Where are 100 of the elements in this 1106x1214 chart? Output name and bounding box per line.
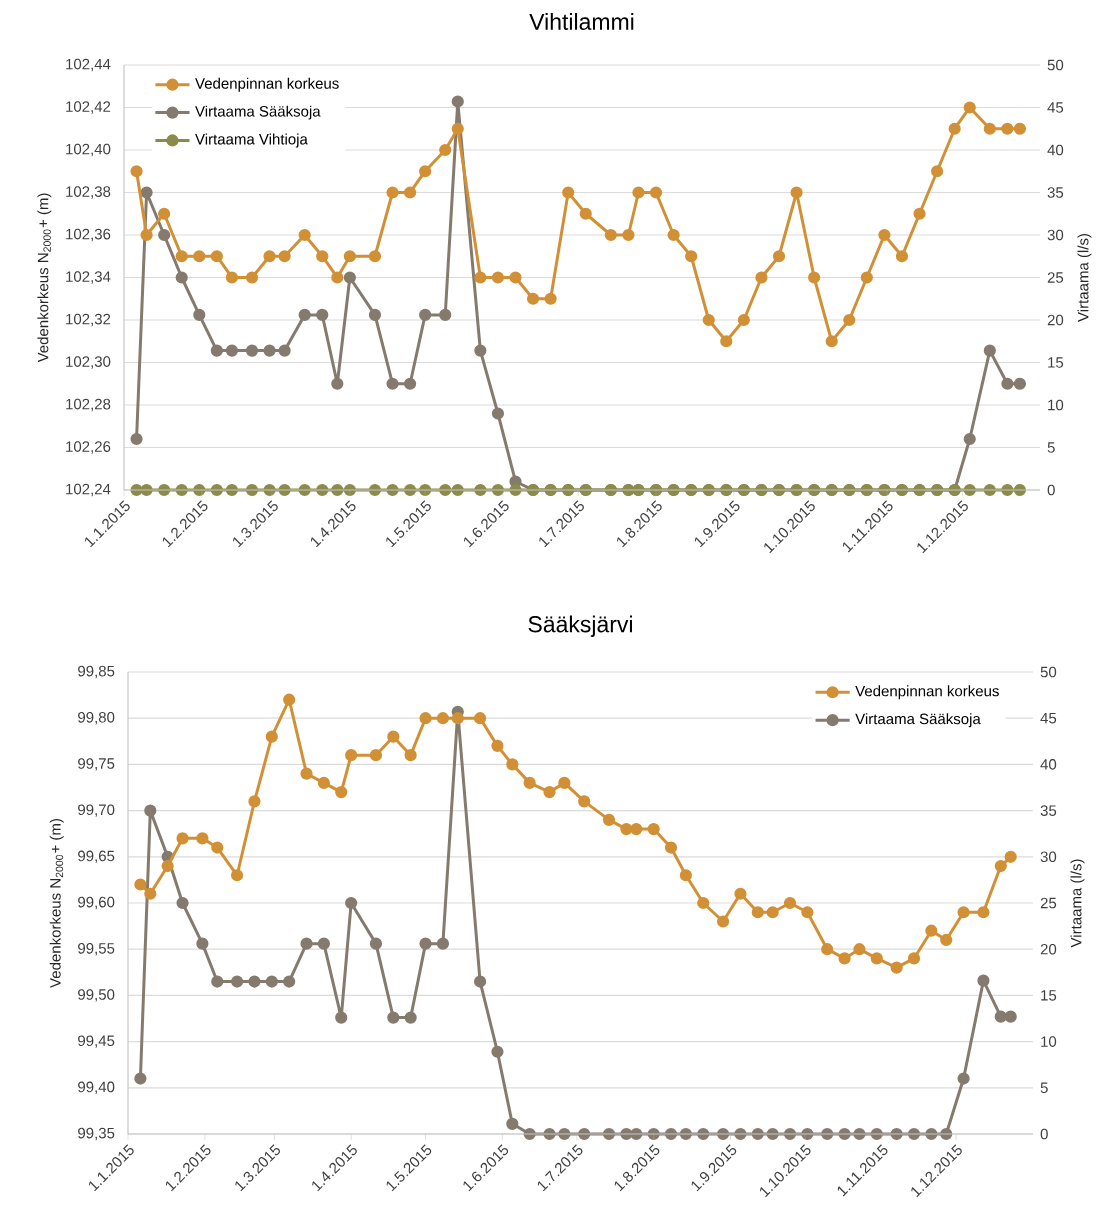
point [211,975,224,988]
y-tick-label: 99,75 [78,758,115,771]
point [1001,377,1014,390]
point [140,228,153,242]
chart-title: Sääksjärvi [528,615,632,637]
y2-tick-label: 0 [1040,1128,1048,1140]
point [345,749,358,762]
point [957,1072,970,1085]
point [343,271,356,284]
point [158,207,171,220]
point [368,308,382,321]
point [604,228,617,242]
point [630,822,643,836]
point [716,915,730,928]
y-axis-title: Vedenkorkeus N$_{2000}$+ (m) [37,193,52,363]
point [940,933,953,947]
point [801,906,814,919]
point [298,228,311,242]
point [562,186,575,199]
y-tick-label: 102,40 [66,143,111,157]
point [130,165,143,178]
point [1013,377,1027,390]
point [144,804,157,817]
y2-axis-title: Virtaama (l/s) [1070,859,1085,948]
y-tick-label: 99,50 [78,989,115,1002]
point [436,712,449,725]
point [419,308,432,321]
point [983,122,996,135]
y-tick-label: 102,28 [66,398,111,412]
point [300,767,313,780]
point [579,207,592,220]
point [211,841,224,854]
point [526,292,540,305]
point [491,739,504,753]
point [751,906,764,919]
point [387,1011,400,1024]
point [825,335,838,348]
point [210,344,223,357]
point [225,271,239,284]
y2-tick-label: 20 [1040,943,1057,955]
y2-tick-label: 25 [1040,897,1057,909]
point [436,937,449,950]
point [649,186,663,199]
legend-label: Vedenpinnan korkeus [855,685,999,700]
point [248,795,261,808]
point [737,313,750,327]
point [158,228,171,242]
point [161,859,174,873]
point [491,1045,504,1058]
y-tick-label: 102,44 [66,58,111,72]
point [474,271,487,284]
y-tick-label: 99,45 [78,1035,115,1048]
y-tick-label: 102,38 [66,186,111,199]
point [176,896,189,910]
point [925,924,938,937]
point [543,786,556,799]
y2-tick-label: 15 [1041,990,1057,1001]
legend-label: Virtaama Vihtioja [195,133,308,148]
y-tick-label: 102,24 [66,483,111,497]
point [193,308,206,321]
y-tick-label: 99,80 [78,712,115,725]
point [697,896,710,910]
y2-tick-label: 35 [1040,805,1057,816]
point [134,878,147,891]
point [134,1072,147,1085]
point [558,776,571,789]
y-tick-label: 102,30 [66,356,111,369]
point [1001,122,1014,135]
point [772,250,786,263]
y-tick-label: 102,32 [66,313,111,327]
point [451,122,464,135]
point [506,1117,519,1130]
point [317,937,330,950]
point [176,832,189,845]
point [1004,850,1017,863]
point [853,943,866,956]
point [225,344,239,357]
point [369,749,383,762]
point [210,250,223,263]
y2-tick-label: 40 [1047,144,1064,156]
point [265,730,278,743]
point [386,186,399,199]
y2-tick-label: 25 [1047,272,1064,283]
point [451,712,464,725]
point [245,344,259,357]
point [196,937,209,950]
point [679,869,692,882]
point [419,937,432,950]
point [963,101,976,114]
y2-tick-label: 20 [1047,314,1064,326]
y-tick-label: 99,55 [78,943,115,956]
point [509,271,522,284]
point [130,432,143,446]
point [647,822,660,836]
point [913,207,926,220]
point [473,712,487,725]
point [895,250,909,263]
point [175,250,188,263]
y-tick-label: 99,40 [78,1081,115,1094]
y2-tick-label: 45 [1047,102,1064,113]
